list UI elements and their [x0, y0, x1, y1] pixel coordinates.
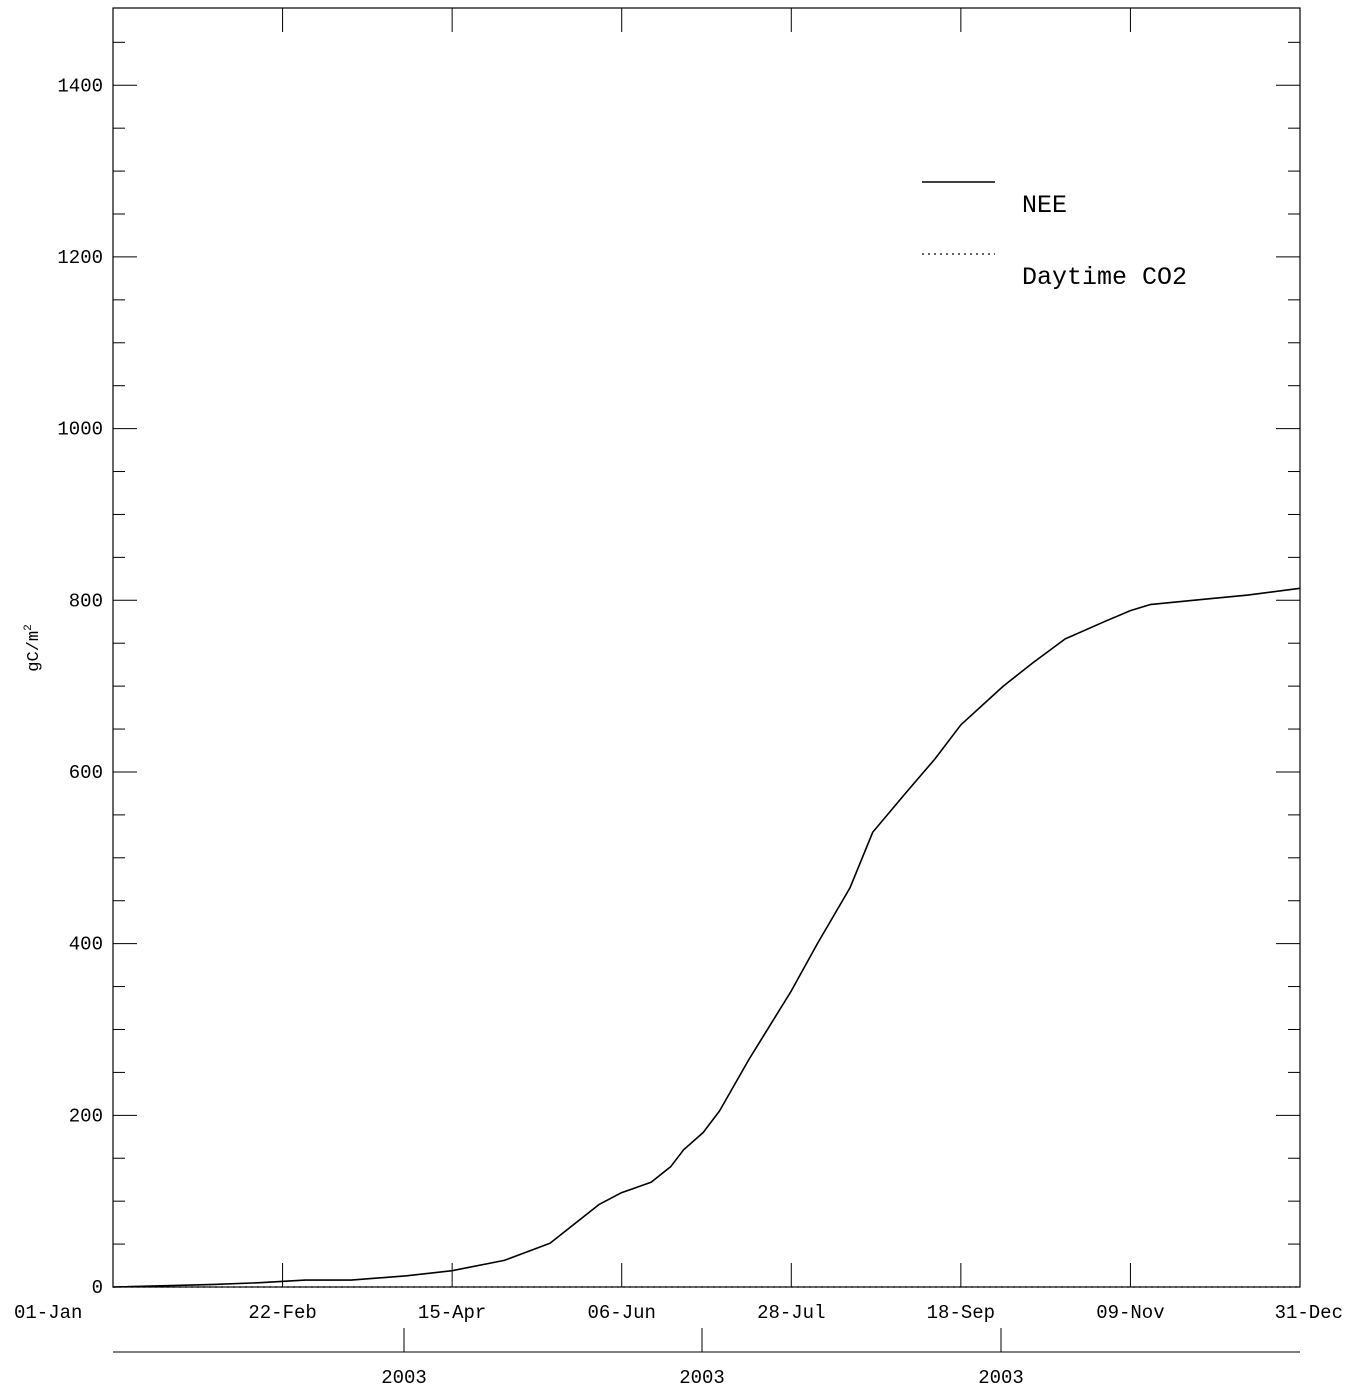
y-tick-label: 600: [69, 762, 103, 784]
x-tick-label: 31-Dec: [1275, 1302, 1343, 1324]
y-axis-label-superscript: 2: [23, 624, 35, 631]
y-tick-label: 1400: [57, 75, 103, 97]
legend-label: Daytime CO2: [1022, 263, 1187, 292]
year-label: 2003: [978, 1367, 1024, 1389]
x-tick-label: 01-Jan: [14, 1302, 82, 1324]
y-tick-label: 1000: [57, 419, 103, 441]
legend: NEE Daytime CO2: [922, 181, 1187, 292]
x-tick-label: 06-Jun: [588, 1302, 656, 1324]
year-axis: 2003 2003 2003: [113, 1328, 1300, 1389]
y-tick-label: 0: [92, 1277, 103, 1299]
x-tick-label: 09-Nov: [1096, 1302, 1164, 1324]
y-tick-label: 1200: [57, 247, 103, 269]
tick-marks: [112, 8, 1301, 1288]
y-tick-labels: 0 200 400 600 800 1000 1200 1400: [57, 75, 103, 1299]
year-label: 2003: [381, 1367, 427, 1389]
y-tick-label: 400: [69, 934, 103, 956]
legend-label: NEE: [1022, 191, 1067, 220]
x-tick-label: 28-Jul: [757, 1302, 825, 1324]
series-layer: [112, 587, 1301, 1288]
y-tick-label: 800: [69, 590, 103, 612]
y-axis-label: gC/m2: [23, 624, 44, 671]
x-tick-labels: 01-Jan 22-Feb 15-Apr 06-Jun 28-Jul 18-Sep 09-N…: [14, 1302, 1343, 1324]
y-tick-label: 200: [69, 1105, 103, 1127]
series-line-0: [112, 587, 1301, 1288]
x-tick-label: 18-Sep: [927, 1302, 995, 1324]
year-label: 2003: [679, 1367, 725, 1389]
plot-frame: [112, 7, 1301, 1288]
x-tick-label: 15-Apr: [418, 1302, 486, 1324]
y-axis-label-text: gC/m: [25, 631, 44, 672]
x-tick-label: 22-Feb: [248, 1302, 316, 1324]
